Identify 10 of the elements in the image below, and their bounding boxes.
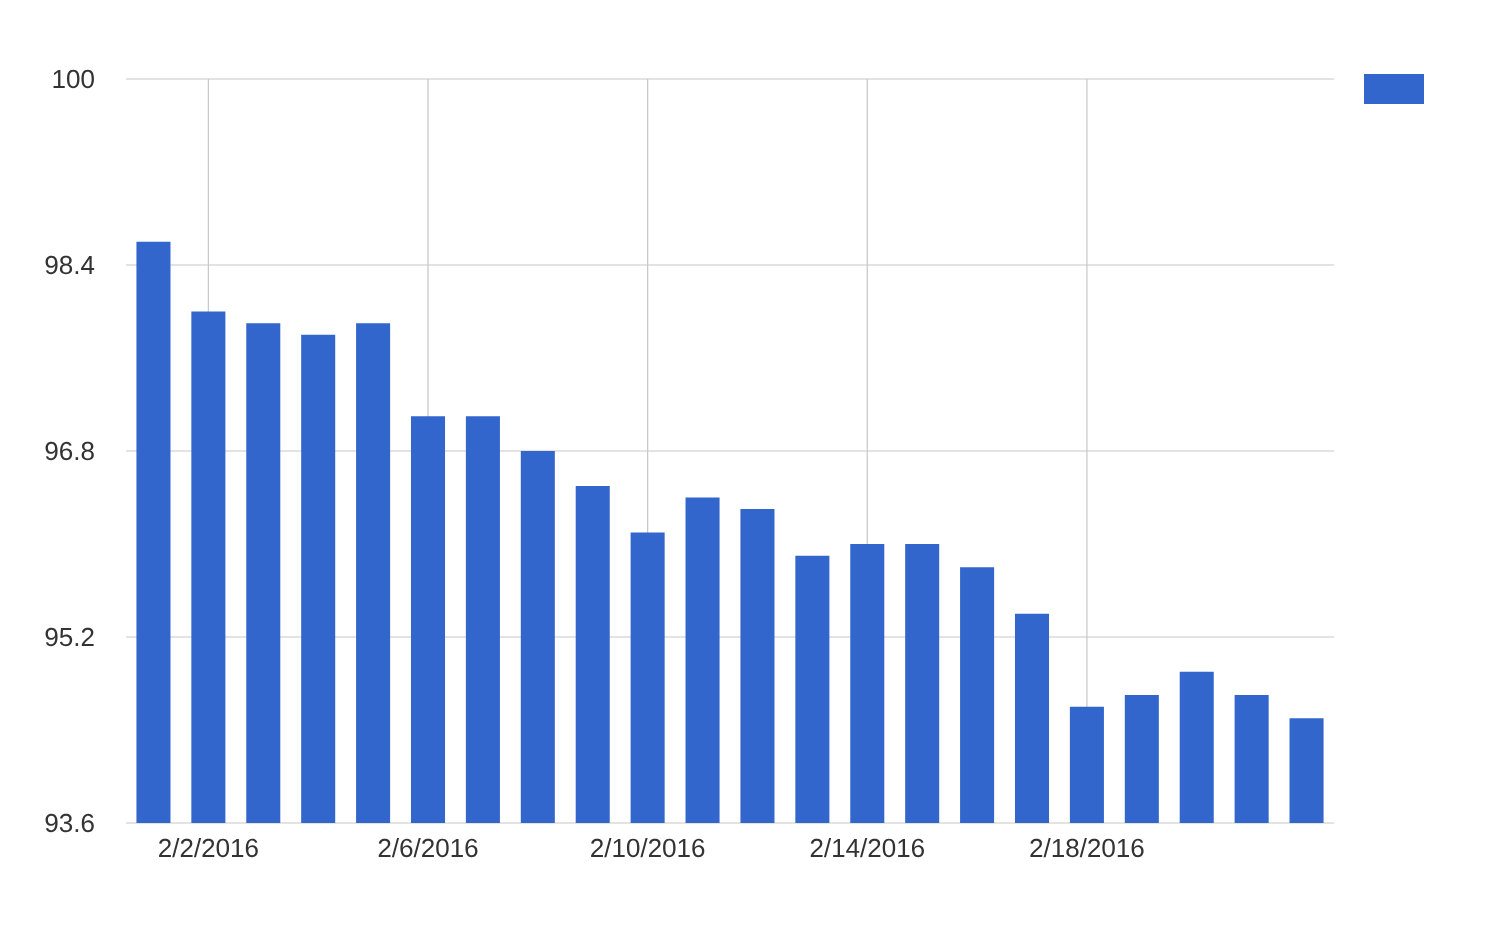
x-tick-label: 2/14/2016 [810,838,924,858]
y-tick-label: 96.8 [45,441,94,461]
y-tick-label: 95.2 [45,627,94,647]
y-tick-label: 100 [53,69,94,89]
x-tick-label: 2/2/2016 [159,838,258,858]
x-tick-label: 2/18/2016 [1030,838,1144,858]
x-tick-label: 2/6/2016 [378,838,478,858]
y-tick-label: 93.6 [45,813,94,833]
y-tick-label: 98.4 [45,255,95,275]
x-tick-label: 2/10/2016 [591,838,705,858]
